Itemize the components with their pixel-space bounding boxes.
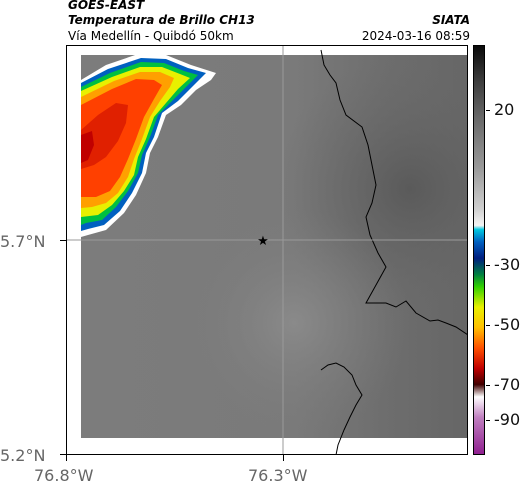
lat-tick-5.2	[60, 454, 66, 455]
boundary-line-east	[320, 49, 468, 336]
satellite-image: ★	[66, 45, 468, 455]
map-panel[interactable]: ★	[66, 45, 468, 455]
source-label: SIATA	[432, 13, 470, 27]
colorbar-tick	[486, 420, 490, 421]
colorbar-label-minus30: -30	[494, 255, 521, 274]
map-canvas: ★	[66, 45, 468, 455]
colorbar-tick	[486, 110, 490, 111]
lon-tick-76.8	[66, 455, 67, 461]
product-title: Temperatura de Brillo CH13	[68, 13, 255, 27]
colorbar-label-minus70: -70	[494, 375, 521, 394]
lat-label-5.2: 5.2°N	[0, 446, 46, 465]
lat-label-5.7: 5.7°N	[0, 232, 46, 251]
colorbar-label-minus90: -90	[494, 410, 521, 429]
lon-label-76.3: 76.3°W	[248, 466, 308, 485]
boundary-line-southeast	[320, 362, 363, 455]
timestamp-label: 2024-03-16 08:59	[361, 29, 470, 43]
colorbar-tick	[486, 265, 490, 266]
route-subtitle: Vía Medellín - Quibdó 50km	[68, 29, 234, 43]
colorbar	[473, 45, 485, 455]
colorbar-label-minus50: -50	[494, 315, 521, 334]
colorbar-tick	[486, 325, 490, 326]
lat-tick-5.7	[60, 240, 66, 241]
lon-tick-76.3	[283, 455, 284, 461]
colorbar-label-20: 20	[494, 100, 515, 119]
colorbar-tick	[486, 385, 490, 386]
satellite-title: GOES-EAST	[68, 0, 145, 12]
lon-label-76.8: 76.8°W	[34, 466, 94, 485]
star-icon: ★	[257, 234, 269, 249]
